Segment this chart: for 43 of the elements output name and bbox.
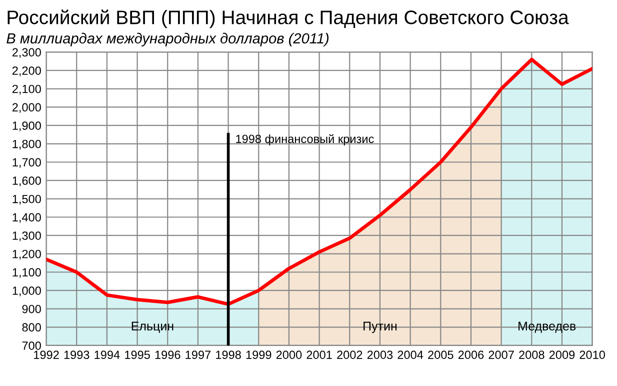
y-tick-label: 2,000: [12, 103, 41, 113]
x-tick-label: 2008: [519, 350, 544, 360]
x-tick-label: 1998: [216, 350, 241, 360]
x-tick-label: 2009: [549, 350, 575, 360]
annotation: Путин: [364, 322, 397, 333]
chart-subtitle: В миллиардах международных долларов (2011): [6, 32, 329, 46]
x-tick-label: 2001: [306, 350, 332, 360]
y-tick-label: 1,300: [12, 231, 41, 242]
annotation: Медведев: [518, 322, 576, 333]
x-tick-label: 1994: [94, 350, 120, 360]
x-tick-label: 2002: [337, 350, 362, 360]
x-tick-label: 1995: [125, 350, 150, 360]
y-tick-label: 1,400: [12, 213, 41, 223]
chart-title: Российский ВВП (ППП) Начиная с Падения Советского Союза: [8, 10, 569, 28]
x-tick-label: 1992: [34, 350, 59, 360]
x-tick-label: 2000: [276, 350, 302, 360]
x-tick-label: 2007: [488, 350, 514, 360]
x-tick-label: 1993: [64, 350, 90, 360]
x-tick-label: 2003: [367, 350, 393, 360]
y-tick-label: 2,100: [12, 84, 41, 95]
x-tick-label: 2005: [428, 350, 454, 360]
x-tick-label: 1996: [155, 350, 180, 360]
y-tick-label: 900: [22, 304, 41, 314]
y-tick-label: 2,200: [12, 66, 41, 76]
x-tick-label: 2004: [398, 350, 424, 360]
y-tick-label: 800: [22, 323, 41, 332]
x-tick-label: 2010: [580, 350, 605, 360]
y-tick-label: 1,000: [12, 286, 41, 296]
line-series: [46, 58, 592, 306]
y-tick-label: 1,100: [12, 268, 41, 278]
y-tick-label: 1,600: [12, 176, 41, 186]
annotation: Ельцин: [132, 322, 174, 333]
y-tick-label: 1,800: [12, 140, 41, 150]
ref-line-label: 1998 финансовый кризис: [236, 134, 374, 146]
y-tick-label: 1,500: [12, 194, 41, 205]
y-tick-label: 700: [22, 342, 41, 350]
y-tick-label: 1,700: [12, 158, 41, 168]
y-tick-label: 2,300: [12, 48, 41, 58]
x-tick-label: 1997: [186, 350, 210, 360]
y-tick-label: 1,200: [12, 250, 41, 260]
x-tick-label: 2006: [458, 350, 484, 360]
y-tick-label: 1,900: [12, 121, 41, 132]
x-tick-label: 1999: [246, 350, 272, 360]
